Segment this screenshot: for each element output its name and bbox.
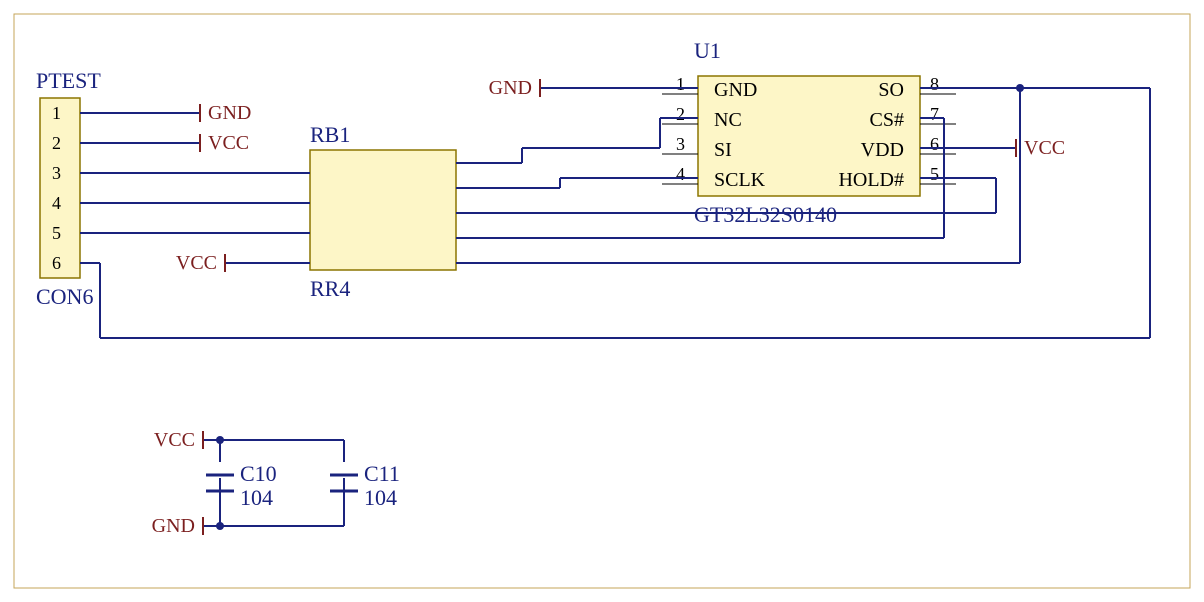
power-gnd-u1-pin1: GND — [489, 77, 540, 99]
power-label: VCC — [1024, 137, 1065, 159]
cap-designator: C10 — [240, 461, 277, 486]
cap-value: 104 — [364, 485, 397, 510]
junction — [216, 436, 224, 444]
u1-pin-num: 5 — [930, 164, 939, 184]
u1-pin-name: SI — [714, 139, 732, 161]
power-vcc-caps: VCC — [154, 429, 203, 451]
u1-pin-name: SCLK — [714, 169, 766, 191]
u1-pin-name: CS# — [870, 109, 904, 131]
u1-pin-num: 6 — [930, 134, 939, 154]
power-vcc-rb1: VCC — [176, 252, 225, 274]
sheet-border — [14, 14, 1190, 588]
decoupling-caps: C10104C11104VCCGND — [152, 429, 400, 537]
ptest-designator: PTEST — [36, 68, 101, 93]
u1-pin-name: HOLD# — [838, 169, 904, 191]
ptest-pin-num: 2 — [52, 133, 61, 153]
u1-pin-num: 4 — [676, 164, 685, 184]
junction — [1016, 84, 1024, 92]
u1-pin-name: VDD — [861, 139, 904, 161]
cap-value: 104 — [240, 485, 273, 510]
ptest-pin-num: 5 — [52, 223, 61, 243]
u1-pin-name: NC — [714, 109, 742, 131]
rb1-designator: RB1 — [310, 122, 350, 147]
component-rb1: RB1 RR4 — [310, 122, 456, 301]
u1-pin-num: 8 — [930, 74, 939, 94]
rb1-body — [310, 150, 456, 270]
power-label: VCC — [154, 429, 195, 451]
component-ptest: PTEST CON6 1 2 3 4 5 6 — [36, 68, 101, 309]
u1-pin-name: GND — [714, 79, 757, 101]
u1-designator: U1 — [694, 38, 721, 63]
cap-designator: C11 — [364, 461, 400, 486]
power-vcc-u1-pin6: VCC — [1016, 137, 1065, 159]
power-label: GND — [152, 515, 195, 537]
ptest-pin-num: 6 — [52, 253, 61, 273]
power-gnd-ptest-pin1: GND — [200, 102, 251, 124]
junction — [216, 522, 224, 530]
u1-pin-num: 7 — [930, 104, 939, 124]
ptest-pin-num: 1 — [52, 103, 61, 123]
u1-pin-num: 3 — [676, 134, 685, 154]
ptest-part: CON6 — [36, 284, 93, 309]
ptest-body — [40, 98, 80, 278]
power-label: GND — [489, 77, 532, 99]
u1-part: GT32L32S0140 — [694, 202, 837, 227]
power-gnd-caps: GND — [152, 515, 203, 537]
power-label: VCC — [208, 132, 249, 154]
power-vcc-ptest-pin2: VCC — [200, 132, 249, 154]
ptest-pin-num: 3 — [52, 163, 61, 183]
component-u1: U1 GT32L32S0140 GND 1 NC 2 SI 3 SCLK 4 SO 8 CS# 7 V… — [662, 38, 956, 227]
power-label: GND — [208, 102, 251, 124]
schematic-canvas: PTEST CON6 1 2 3 4 5 6 RB1 RR4 U1 GT32L32S014… — [0, 0, 1204, 602]
rb1-part: RR4 — [310, 276, 350, 301]
u1-pin-name: SO — [878, 79, 904, 101]
u1-pin-num: 1 — [676, 74, 685, 94]
power-label: VCC — [176, 252, 217, 274]
u1-pin-num: 2 — [676, 104, 685, 124]
ptest-pin-num: 4 — [52, 193, 61, 213]
